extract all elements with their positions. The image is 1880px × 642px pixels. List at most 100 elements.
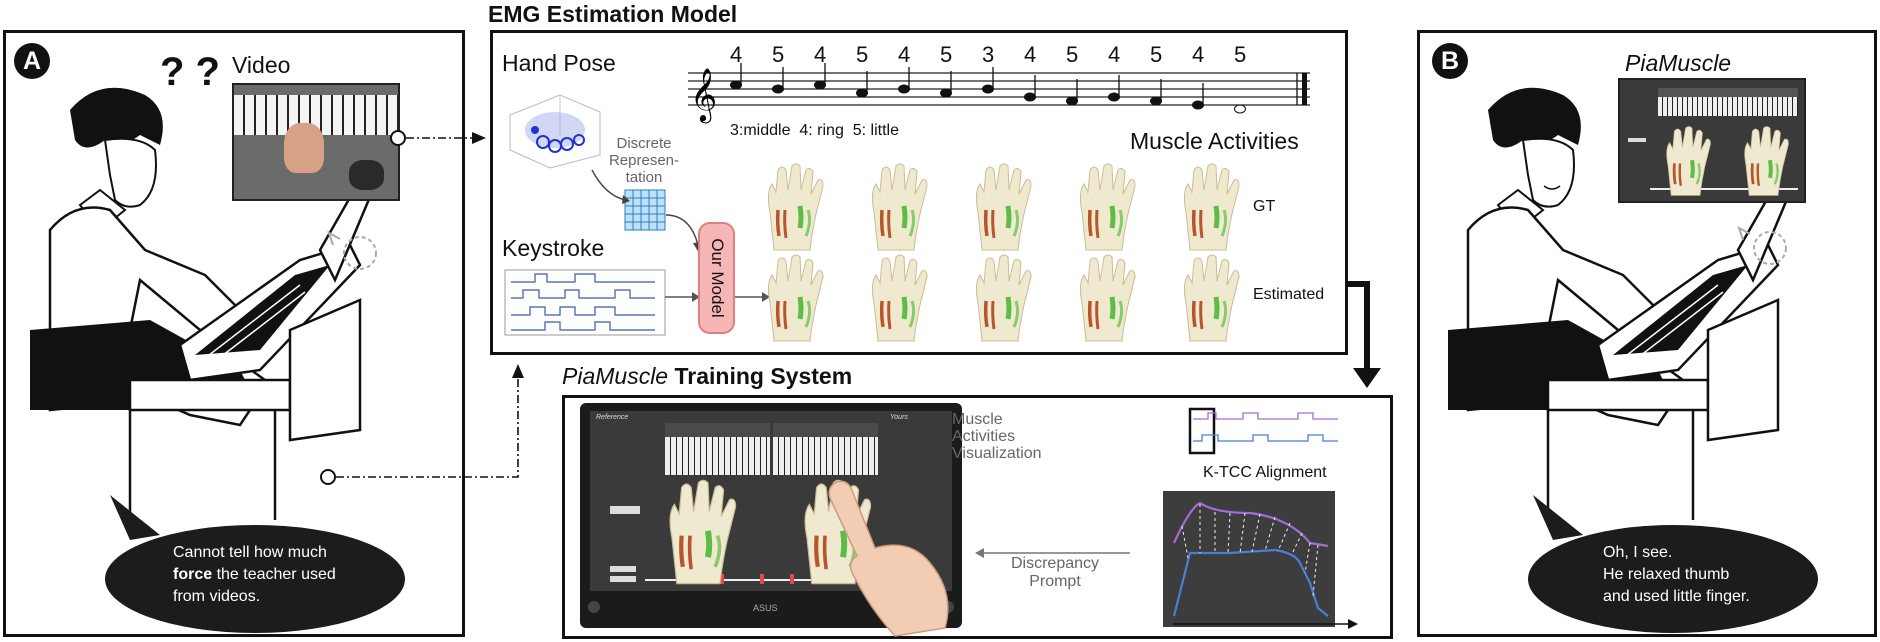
- finger-legend: 3:middle 4: ring 5: little: [730, 122, 899, 139]
- tablet-timeline-marker-3[interactable]: [790, 574, 794, 584]
- fingering-number: 5: [772, 42, 785, 67]
- tablet-timeline-marker-2[interactable]: [760, 574, 764, 584]
- discrete-label: Discrete Represen- tation: [605, 135, 683, 186]
- tablet-yours: Yours: [890, 414, 908, 421]
- model-out-arrow: [735, 292, 770, 302]
- discrete-label-1: Discrete: [616, 135, 672, 152]
- question-marks: ? ?: [160, 50, 220, 94]
- fingering-number: 5: [940, 42, 953, 67]
- fingering-number: 4: [814, 42, 827, 67]
- training-title: PiaMuscle Training System: [562, 363, 852, 390]
- music-note: [982, 84, 994, 94]
- video-label: Video: [232, 52, 291, 78]
- training-title-italic: PiaMuscle: [562, 363, 669, 389]
- discrepancy-label: Discrepancy Prompt: [1005, 555, 1105, 591]
- svg-text:𝄞: 𝄞: [690, 67, 717, 123]
- tablet-timeline-marker-1[interactable]: [720, 574, 724, 584]
- our-model-label: Our Model: [707, 238, 727, 318]
- discrete-label-2: Represen-: [608, 152, 680, 169]
- bubble-a-tail: [110, 495, 160, 540]
- muscle-activities-title: Muscle Activities: [1130, 128, 1299, 154]
- music-note: [1024, 92, 1036, 102]
- gaze-icon-b: [1737, 225, 1787, 265]
- muscle-vis-3: Visualization: [952, 445, 1042, 462]
- music-note: [1150, 96, 1162, 106]
- fingering-number: 4: [898, 42, 911, 67]
- tablet-button-left[interactable]: [588, 601, 600, 613]
- muscle-vis-2: Activities: [952, 428, 1016, 445]
- tablet-side-button-1[interactable]: [610, 506, 640, 514]
- tablet-brand: ASUS: [753, 603, 778, 613]
- ktcc-label: K-TCC Alignment: [1203, 464, 1327, 481]
- tablet-timeline[interactable]: [645, 579, 905, 581]
- tablet-side-button-3[interactable]: [610, 576, 636, 582]
- fingering-row: 4 5 4 5 4 5 3 4 5 4 5 4 5: [688, 42, 1310, 70]
- fingering-number: 5: [1150, 42, 1163, 67]
- ktcc-alignment-plot: [1163, 491, 1358, 629]
- keystroke-arrow: [665, 292, 700, 302]
- keystroke-plot: [504, 269, 666, 336]
- bubble-b: Oh, I see. He relaxed thumb and used lit…: [1528, 525, 1818, 633]
- fingering-number: 4: [1024, 42, 1037, 67]
- bubble-a-line3: from videos.: [173, 588, 261, 605]
- bubble-b-line2: He relaxed thumb: [1603, 566, 1730, 583]
- fingering-number: 5: [1066, 42, 1079, 67]
- fingering-number: 4: [730, 42, 743, 67]
- music-note: [1234, 104, 1246, 114]
- bubble-b-tail: [1533, 495, 1583, 540]
- music-note: [772, 84, 784, 94]
- bubble-a: Cannot tell how much force the teacher u…: [105, 525, 405, 633]
- tablet-reference: Reference: [596, 414, 629, 421]
- tablet-frame: Reference Yours ASUS: [580, 403, 962, 628]
- muscle-vis-1: Muscle: [952, 411, 1003, 428]
- app-b-button[interactable]: [1628, 138, 1646, 142]
- fingering-number: 4: [1192, 42, 1205, 67]
- tablet-video-right: [773, 423, 878, 475]
- bubble-a-line1: Cannot tell how much: [173, 544, 327, 561]
- bubble-b-line3: and used little finger.: [1603, 588, 1750, 605]
- muscle-vis-label: Muscle Activities Visualization: [952, 411, 1042, 462]
- emg-to-training-arrow: [1347, 281, 1381, 388]
- discrepancy-arrow: [975, 548, 1130, 558]
- video-hand-2: [349, 160, 384, 190]
- music-note: [856, 88, 868, 98]
- video-thumbnail[interactable]: [232, 83, 400, 201]
- hand-pose-pointcloud: [509, 94, 601, 169]
- bubble-a-line2-rest: the teacher used: [212, 566, 336, 583]
- app-b-timeline[interactable]: [1650, 188, 1798, 190]
- fingering-number: 4: [1108, 42, 1121, 67]
- person-a-illustration: [30, 87, 377, 520]
- bubble-a-force: force: [173, 566, 213, 583]
- music-notes: [730, 63, 1246, 114]
- touching-finger-icon: [828, 480, 949, 637]
- piano-connector: [320, 364, 524, 485]
- fingering-number: 5: [856, 42, 869, 67]
- emg-model-title: EMG Estimation Model: [488, 1, 738, 27]
- fingering-number: 3: [982, 42, 995, 67]
- music-staff: 𝄞: [688, 63, 1310, 123]
- music-note: [1108, 92, 1120, 102]
- keystroke-label: Keystroke: [502, 235, 605, 261]
- discrepancy-1: Discrepancy: [1010, 555, 1100, 572]
- tablet-video-left: [665, 423, 770, 475]
- music-note: [814, 80, 826, 90]
- hand-pose-label: Hand Pose: [502, 50, 616, 76]
- panel-a-tag: A: [14, 43, 50, 79]
- bubble-a-line2: force the teacher used: [173, 564, 336, 586]
- fingering-number: 5: [1234, 42, 1247, 67]
- discrete-label-3: tation: [625, 169, 663, 186]
- video-connector: [390, 130, 486, 146]
- panel-b-tag: B: [1432, 43, 1468, 79]
- row-gt-label: GT: [1253, 198, 1276, 215]
- music-note: [1192, 100, 1204, 110]
- music-note: [730, 80, 742, 90]
- training-title-rest: Training System: [668, 363, 853, 389]
- discrete-grid: [624, 189, 666, 231]
- app-b-video: [1658, 88, 1798, 116]
- video-hand-1: [284, 123, 324, 173]
- discrepancy-2: Prompt: [1029, 573, 1081, 590]
- person-b-illustration: [1448, 87, 1795, 520]
- tablet-side-button-2[interactable]: [610, 566, 636, 572]
- bubble-b-line1: Oh, I see.: [1603, 544, 1673, 561]
- music-note: [898, 84, 910, 94]
